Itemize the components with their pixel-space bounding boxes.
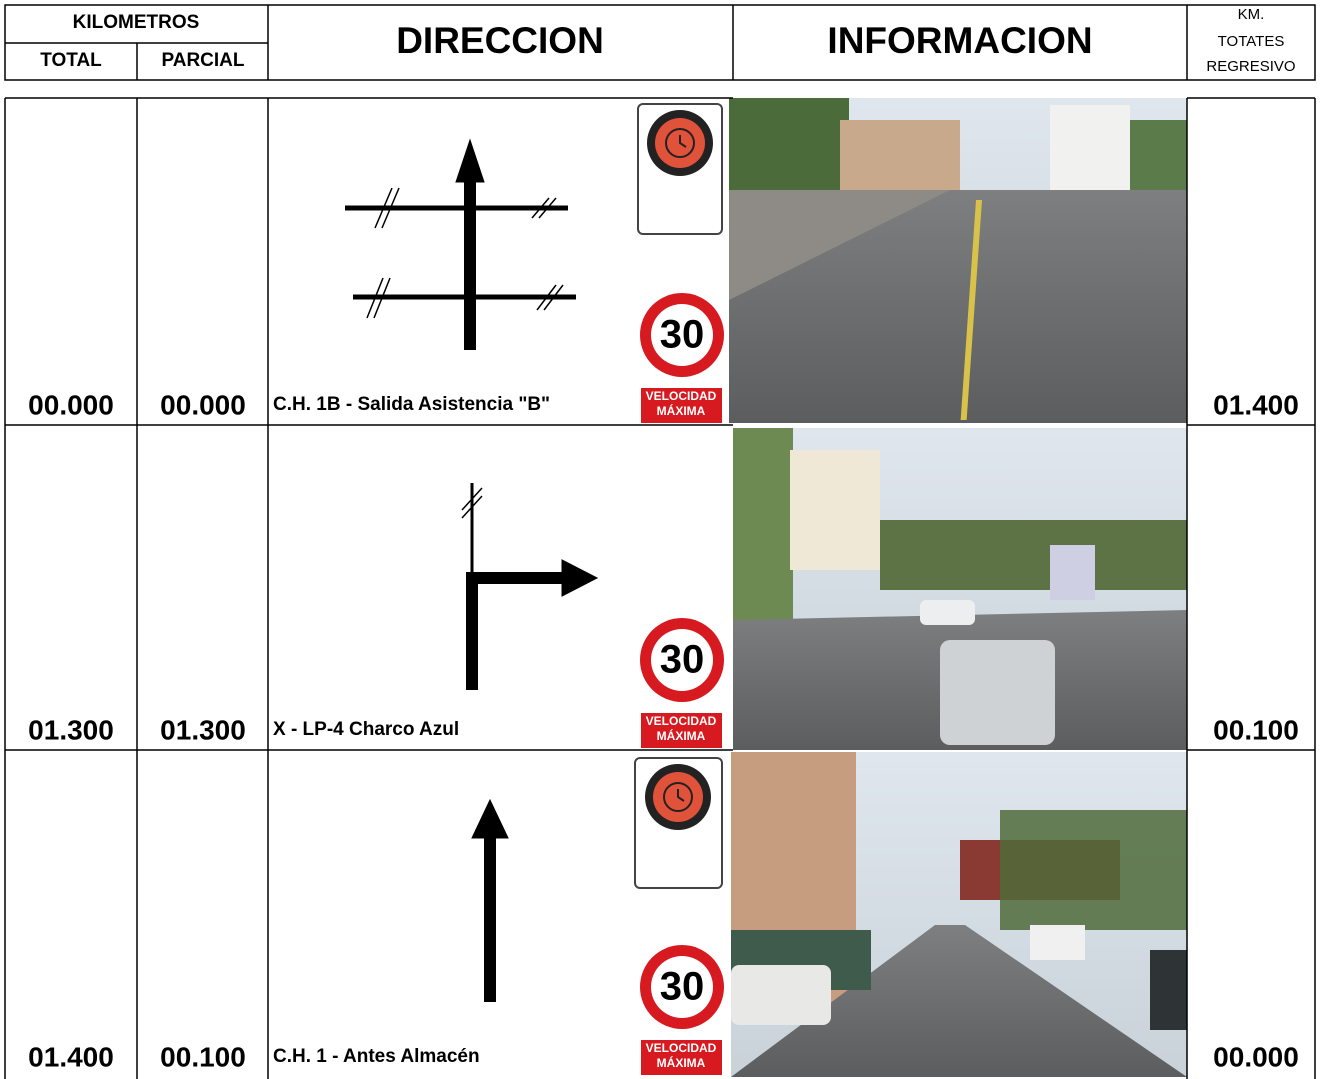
speed-limit: 30 bbox=[660, 638, 705, 682]
partial-km: 00.000 bbox=[160, 389, 246, 420]
table-grid bbox=[4, 97, 1316, 1079]
speed-label: MÁXIMA bbox=[657, 1055, 706, 1070]
partial-km: 01.300 bbox=[160, 714, 246, 745]
total-km: 00.000 bbox=[28, 389, 114, 420]
speed-label: VELOCIDAD bbox=[646, 714, 717, 728]
speed-sign-inner bbox=[651, 956, 713, 1018]
header-parcial: PARCIAL bbox=[161, 50, 244, 71]
description: C.H. 1 - Antes Almacén bbox=[273, 1046, 480, 1067]
partial-km: 00.100 bbox=[160, 1041, 246, 1072]
km-regresivo: 00.100 bbox=[1213, 714, 1299, 745]
speed-sign-inner bbox=[651, 304, 713, 366]
speed-label: VELOCIDAD bbox=[646, 1041, 717, 1055]
description: C.H. 1B - Salida Asistencia "B" bbox=[273, 394, 550, 415]
header-km: TOTATES bbox=[1218, 33, 1285, 50]
speed-label: MÁXIMA bbox=[657, 728, 706, 743]
header-direccion: DIRECCION bbox=[396, 20, 604, 61]
total-km: 01.300 bbox=[28, 714, 114, 745]
speed-label-bg bbox=[641, 713, 722, 748]
header-kilometros: KILOMETROS bbox=[73, 12, 200, 33]
km-regresivo: 00.000 bbox=[1213, 1041, 1299, 1072]
speed-label: VELOCIDAD bbox=[646, 389, 717, 403]
speed-limit: 30 bbox=[660, 965, 705, 1009]
header-total: TOTAL bbox=[40, 50, 102, 71]
time-control-sign bbox=[634, 103, 723, 889]
header-km: REGRESIVO bbox=[1206, 58, 1295, 75]
speed-label-bg bbox=[641, 388, 722, 423]
photo bbox=[729, 98, 1187, 1077]
header: KILOMETROS TOTAL PARCIAL DIRECCION INFOR… bbox=[4, 4, 1316, 81]
header-informacion: INFORMACION bbox=[827, 20, 1092, 61]
header-km: KM. bbox=[1238, 6, 1265, 23]
description: X - LP-4 Charco Azul bbox=[273, 719, 459, 740]
speed-limit: 30 bbox=[660, 313, 705, 357]
speed-sign-inner bbox=[651, 629, 713, 691]
speed-label: MÁXIMA bbox=[657, 403, 706, 418]
direction-diagram bbox=[345, 138, 599, 1002]
speed-label-bg bbox=[641, 1040, 722, 1075]
total-km: 01.400 bbox=[28, 1041, 114, 1072]
km-regresivo: 01.400 bbox=[1213, 389, 1299, 420]
